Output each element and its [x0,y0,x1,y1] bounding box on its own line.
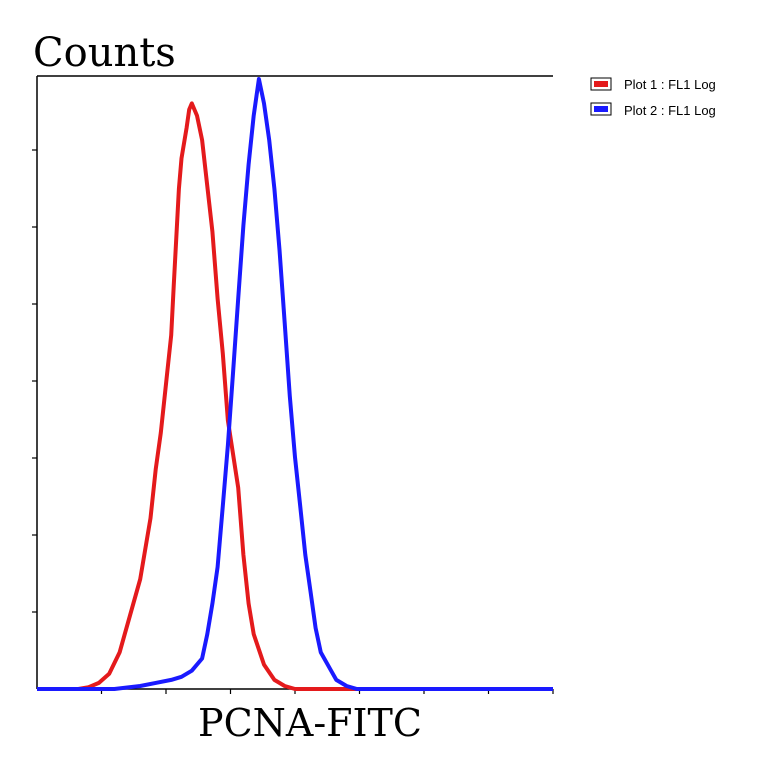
plot-area [32,75,554,694]
y-axis-label: Counts [33,30,176,76]
legend-label-plot-2: Plot 2 : FL1 Log [624,103,716,118]
legend-entry-plot-1: Plot 1 : FL1 Log [590,77,716,92]
legend-swatch-fill-plot-1 [594,81,608,87]
series-layer [37,77,553,691]
series-line-plot-1 [37,101,553,691]
legend-swatch-fill-plot-2 [594,106,608,112]
series-line-plot-2 [37,77,553,691]
x-axis-label: PCNA-FITC [198,701,422,745]
legend: Plot 1 : FL1 Log Plot 2 : FL1 Log [590,77,716,118]
y-axis-ticks [32,149,37,613]
legend-label-plot-1: Plot 1 : FL1 Log [624,77,716,92]
legend-entry-plot-2: Plot 2 : FL1 Log [590,102,716,118]
